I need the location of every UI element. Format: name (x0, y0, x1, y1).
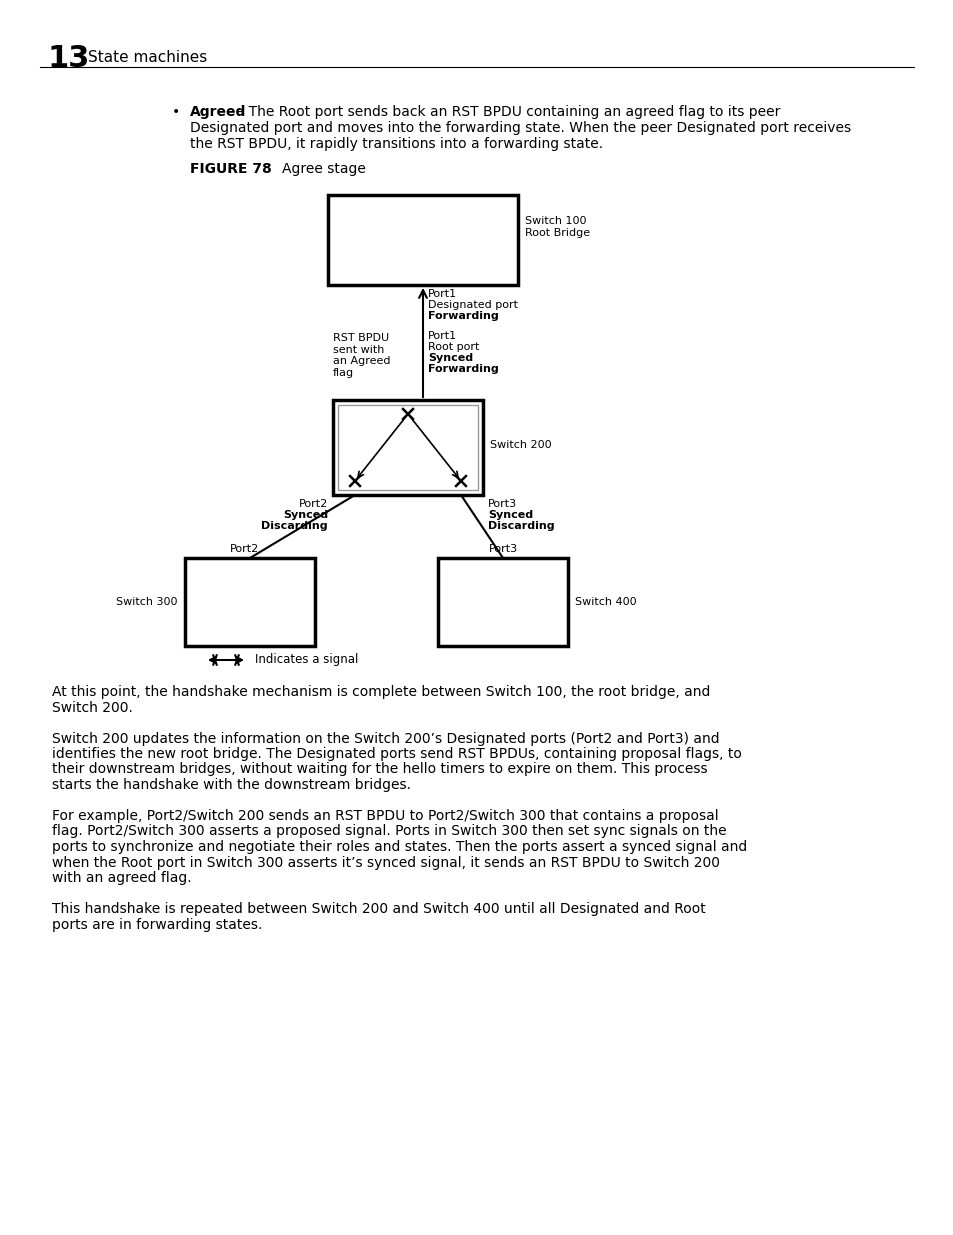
Bar (328, 195, 517, 285)
Text: This handshake is repeated between Switch 200 and Switch 400 until all Designate: This handshake is repeated between Switc… (52, 902, 705, 916)
Text: Forwarding: Forwarding (428, 364, 498, 374)
Text: with an agreed flag.: with an agreed flag. (52, 871, 192, 885)
Text: RST BPDU
sent with
an Agreed
flag: RST BPDU sent with an Agreed flag (333, 333, 390, 378)
Text: Port2: Port2 (298, 499, 328, 509)
Text: Synced: Synced (283, 510, 328, 520)
Bar (337, 405, 477, 490)
Text: Switch 200: Switch 200 (490, 440, 551, 450)
Bar (437, 558, 567, 646)
Text: Switch 400: Switch 400 (575, 597, 636, 606)
Text: For example, Port2/Switch 200 sends an RST BPDU to Port2/Switch 300 that contain: For example, Port2/Switch 200 sends an R… (52, 809, 718, 823)
Text: Root port: Root port (428, 342, 478, 352)
Text: FIGURE 78: FIGURE 78 (190, 162, 272, 177)
Text: Port1: Port1 (428, 331, 456, 341)
Text: – The Root port sends back an RST BPDU containing an agreed flag to its peer: – The Root port sends back an RST BPDU c… (233, 105, 780, 119)
Text: Synced: Synced (488, 510, 533, 520)
Text: identifies the new root bridge. The Designated ports send RST BPDUs, containing : identifies the new root bridge. The Desi… (52, 747, 741, 761)
Text: Designated port and moves into the forwarding state. When the peer Designated po: Designated port and moves into the forwa… (190, 121, 850, 135)
Text: when the Root port in Switch 300 asserts it’s synced signal, it sends an RST BPD: when the Root port in Switch 300 asserts… (52, 856, 720, 869)
Text: Synced: Synced (428, 353, 473, 363)
Text: starts the handshake with the downstream bridges.: starts the handshake with the downstream… (52, 778, 411, 792)
Text: ports are in forwarding states.: ports are in forwarding states. (52, 918, 262, 931)
Text: Port1: Port1 (428, 289, 456, 299)
Text: Port3: Port3 (488, 543, 517, 555)
Text: 13: 13 (48, 44, 91, 73)
Bar (185, 558, 314, 646)
Text: Forwarding: Forwarding (428, 311, 498, 321)
Text: Discarding: Discarding (488, 521, 554, 531)
Text: Indicates a signal: Indicates a signal (254, 653, 358, 667)
Text: their downstream bridges, without waiting for the hello timers to expire on them: their downstream bridges, without waitin… (52, 762, 707, 777)
Text: Agreed: Agreed (190, 105, 246, 119)
Text: Switch 100
Root Bridge: Switch 100 Root Bridge (524, 216, 590, 238)
Bar (333, 400, 482, 495)
Text: flag. Port2/Switch 300 asserts a proposed signal. Ports in Switch 300 then set s: flag. Port2/Switch 300 asserts a propose… (52, 825, 726, 839)
Text: Designated port: Designated port (428, 300, 517, 310)
Text: •: • (172, 105, 180, 119)
Text: ports to synchronize and negotiate their roles and states. Then the ports assert: ports to synchronize and negotiate their… (52, 840, 746, 853)
Text: Port3: Port3 (488, 499, 517, 509)
Text: Port2: Port2 (230, 543, 259, 555)
Text: Agree stage: Agree stage (282, 162, 366, 177)
Text: At this point, the handshake mechanism is complete between Switch 100, the root : At this point, the handshake mechanism i… (52, 685, 710, 699)
Text: Switch 200 updates the information on the Switch 200’s Designated ports (Port2 a: Switch 200 updates the information on th… (52, 731, 719, 746)
Text: Switch 300: Switch 300 (116, 597, 178, 606)
Text: State machines: State machines (88, 49, 207, 65)
Text: the RST BPDU, it rapidly transitions into a forwarding state.: the RST BPDU, it rapidly transitions int… (190, 137, 602, 151)
Text: Discarding: Discarding (261, 521, 328, 531)
Text: Switch 200.: Switch 200. (52, 700, 132, 715)
